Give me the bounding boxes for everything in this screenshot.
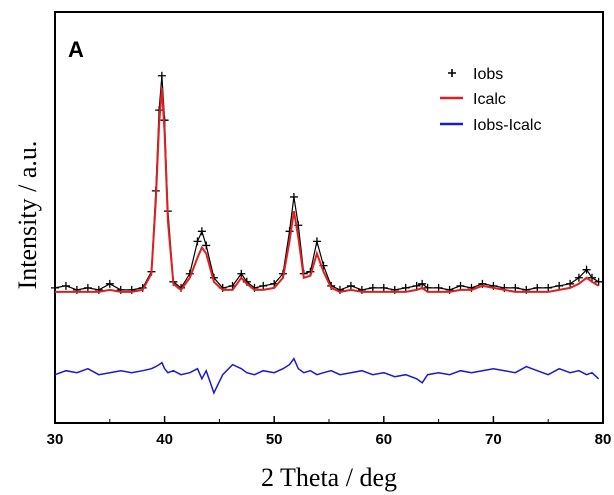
- iobs-point: [412, 281, 421, 290]
- panel-label: A: [68, 37, 84, 62]
- iobs-point: [555, 281, 564, 290]
- legend: Iobs Icalc Iobs-Icalc: [440, 66, 541, 134]
- iobs-point: [202, 241, 211, 250]
- legend-label-iobs-icalc: Iobs-Icalc: [473, 117, 541, 134]
- iobs-point: [83, 283, 92, 292]
- x-tick-label-30: 30: [47, 431, 64, 448]
- series-iobs-icalc-line: [54, 357, 600, 395]
- iobs-point: [193, 237, 202, 246]
- series-icalc-line: [55, 87, 600, 293]
- x-tick-label-40: 40: [156, 431, 173, 448]
- legend-plus-icon: [448, 69, 456, 77]
- iobs-point: [511, 283, 520, 292]
- iobs-point: [285, 227, 294, 236]
- x-tick-label-50: 50: [266, 431, 283, 448]
- iobs-point: [51, 283, 59, 292]
- iobs-point: [434, 283, 443, 292]
- iobs-point: [197, 227, 206, 236]
- series-layer: [51, 71, 603, 395]
- iobs-point: [61, 281, 70, 290]
- plot-frame: [54, 11, 604, 424]
- iobs-point: [289, 192, 298, 201]
- iobs-point: [379, 283, 388, 292]
- iobs-point: [594, 277, 603, 286]
- iobs-point: [368, 283, 377, 292]
- iobs-point: [312, 237, 321, 246]
- iobs-point: [544, 283, 553, 292]
- iobs-point: [418, 279, 427, 288]
- legend-label-icalc: Icalc: [473, 91, 506, 108]
- legend-label-iobs: Iobs: [473, 66, 503, 83]
- iobs-point: [423, 283, 432, 292]
- iobs-point: [574, 273, 583, 282]
- iobs-point: [259, 281, 268, 290]
- legend-marker-iobs: [448, 69, 456, 77]
- iobs-point: [456, 281, 465, 290]
- iobs-point: [566, 279, 575, 288]
- x-axis-ticks: 30 40 50 60 70 80: [47, 416, 612, 448]
- iobs-point: [105, 279, 114, 288]
- iobs-point: [582, 265, 591, 274]
- x-tick-label-70: 70: [485, 431, 502, 448]
- iobs-point: [401, 283, 410, 292]
- series-iobs-line: [54, 75, 599, 291]
- iobs-point: [157, 71, 166, 80]
- x-tick-label-60: 60: [375, 431, 392, 448]
- iobs-point: [346, 281, 355, 290]
- y-axis-title: Intensity / a.u.: [13, 141, 42, 290]
- x-axis-title: 2 Theta / deg: [261, 463, 397, 492]
- iobs-point: [533, 283, 542, 292]
- iobs-point: [588, 273, 597, 282]
- x-tick-label-80: 80: [595, 431, 612, 448]
